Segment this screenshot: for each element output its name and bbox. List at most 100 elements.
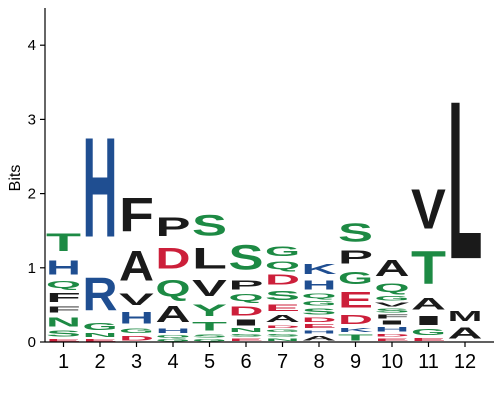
position-label: 9 — [350, 351, 361, 373]
logo-letter-A: A — [156, 302, 191, 328]
logo-letter-S: S — [265, 333, 300, 337]
logo-letter-H: H — [83, 108, 118, 267]
logo-letter-E: E — [46, 338, 81, 342]
logo-letter-H: H — [46, 256, 81, 279]
logo-letter-A: A — [302, 335, 337, 342]
logo-letter-H: H — [302, 330, 337, 335]
logo-letter-V: V — [411, 178, 446, 241]
logo-letter-G: G — [119, 327, 154, 334]
logo-letter-E: E — [229, 337, 264, 341]
logo-letter-G: G — [156, 338, 191, 342]
y-tick-label: 1 — [28, 260, 36, 277]
position-label: 7 — [277, 351, 288, 373]
logo-letter-D: D — [119, 335, 154, 342]
y-axis-title: Bits — [7, 165, 24, 192]
logo-letter-E: E — [302, 323, 337, 329]
logo-letter-F: F — [46, 305, 81, 315]
logo-letter-G: G — [265, 244, 300, 259]
logo-letter-D: D — [265, 324, 300, 328]
logo-letter-Q: Q — [375, 281, 410, 294]
position-label: 11 — [418, 351, 439, 373]
logo-letter-S: S — [192, 333, 227, 338]
logo-letter-I: I — [229, 318, 264, 327]
logo-letter-Q: Q — [46, 279, 81, 290]
logo-letter-D: D — [229, 303, 264, 318]
logo-letter-G: G — [192, 338, 227, 342]
position-label: 3 — [131, 351, 142, 373]
position-label: 10 — [381, 351, 403, 373]
logo-letter-M: M — [448, 308, 483, 324]
logo-letter-E: E — [375, 337, 410, 341]
logo-letter-F: F — [375, 314, 410, 320]
logo-letter-A: A — [375, 256, 410, 282]
logo-letter-H: H — [302, 277, 337, 292]
logo-letter-G: G — [338, 268, 373, 288]
logo-letter-E: E — [338, 288, 373, 312]
position-label: 8 — [313, 351, 324, 373]
logo-letter-G: G — [302, 300, 337, 307]
logo-letter-Q: Q — [229, 292, 264, 303]
logo-letter-P: P — [156, 212, 191, 242]
logo-letter-D: D — [338, 312, 373, 327]
logo-letter-L: L — [448, 54, 483, 306]
logo-letter-R: R — [83, 268, 118, 322]
logo-letter-D: D — [156, 242, 191, 275]
logo-letter-G: G — [375, 294, 410, 301]
logo-letter-A: A — [119, 242, 154, 290]
logo-letter-F: F — [119, 188, 154, 242]
logo-letter-S: S — [302, 307, 337, 316]
logo-letter-A: A — [265, 313, 300, 324]
logo-letter-D: D — [375, 333, 410, 337]
logo-letter-N: N — [83, 333, 118, 339]
position-label: 12 — [454, 351, 476, 373]
logo-letter-K: K — [338, 327, 373, 333]
y-tick-label: 4 — [28, 37, 36, 54]
logo-letter-S: S — [46, 329, 81, 338]
logo-letter-Q: Q — [265, 259, 300, 272]
logo-letter-G: G — [83, 321, 118, 332]
logo-letter-H: H — [156, 327, 191, 334]
logo-letter-T: T — [411, 241, 446, 294]
logo-letter-V: V — [119, 290, 154, 308]
logo-letter-G: G — [265, 329, 300, 333]
y-tick-label: 0 — [28, 334, 36, 351]
logo-letter-A: A — [448, 324, 483, 342]
logo-letter-S: S — [192, 209, 227, 243]
logo-letter-T: T — [46, 229, 81, 257]
logo-letter-Q: Q — [156, 275, 191, 301]
logo-letter-N: N — [229, 327, 264, 333]
logo-letter-S: S — [229, 333, 264, 337]
logo-letter-Y: Y — [192, 302, 227, 320]
logo-letter-S: S — [338, 218, 373, 247]
position-label: 6 — [240, 351, 251, 373]
logo-letter-H: H — [119, 308, 154, 327]
logo-letter-S: S — [265, 288, 300, 303]
logo-letter-Q: Q — [302, 292, 337, 299]
logo-letter-N: N — [46, 315, 81, 330]
y-tick-label: 2 — [28, 186, 36, 203]
logo-letter-G: G — [411, 328, 446, 337]
logo-letter-L: L — [192, 242, 227, 275]
logo-letter-I: I — [411, 313, 446, 328]
logo-letter-E: E — [265, 303, 300, 313]
position-label: 4 — [167, 351, 178, 373]
logo-letter-D: D — [302, 316, 337, 323]
logo-letter-F: F — [46, 290, 81, 305]
logo-letter-I: I — [375, 320, 410, 326]
logo-letter-N: N — [265, 338, 300, 342]
logo-letter-E: E — [83, 338, 118, 342]
logo-letter-Q: Q — [156, 335, 191, 339]
logo-letter-H: H — [375, 326, 410, 333]
logo-letter-P: P — [338, 247, 373, 268]
logo-letter-P: P — [229, 278, 264, 293]
position-label: 1 — [58, 351, 69, 373]
logo-letter-K: K — [302, 261, 337, 277]
y-tick-label: 3 — [28, 111, 36, 128]
logo-letter-E: E — [411, 337, 446, 342]
position-label: 5 — [204, 351, 215, 373]
logo-letter-S: S — [229, 239, 264, 278]
logo-letter-S: S — [375, 308, 410, 314]
logo-letter-A: A — [411, 294, 446, 313]
